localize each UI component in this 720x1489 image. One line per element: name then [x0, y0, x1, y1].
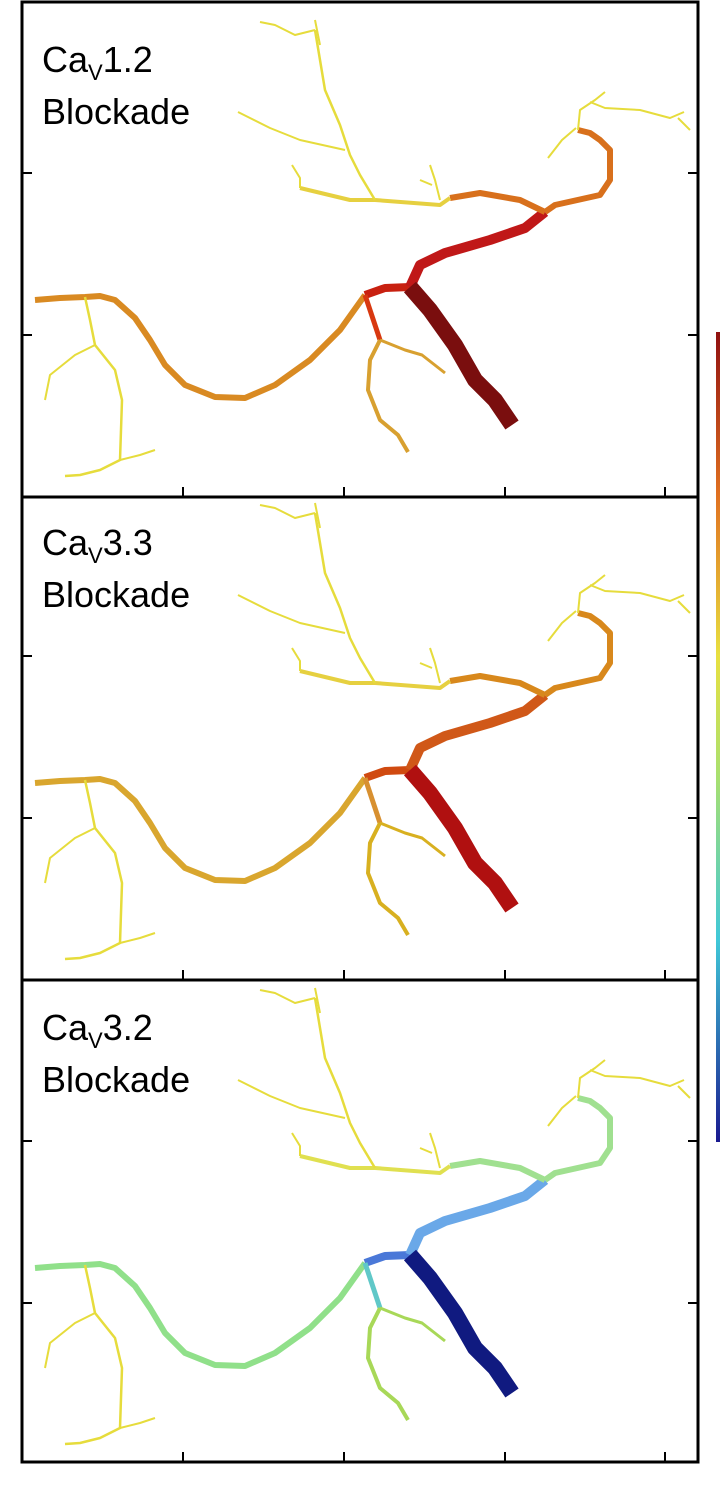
vessel-segment — [44, 344, 96, 401]
panel: CaV3.2 Blockade — [20, 978, 700, 1464]
vessel-segment — [34, 1261, 368, 1369]
vessel-segment — [299, 186, 452, 207]
vessel-segment — [449, 1158, 547, 1183]
vessel-segment — [405, 208, 549, 290]
vessel-segment — [366, 1307, 410, 1422]
vessel-segment — [366, 822, 410, 937]
vessel-segment — [119, 932, 156, 944]
panel-label: CaV3.3 — [42, 522, 153, 568]
vessel-segment — [237, 594, 346, 634]
vessel-tree — [34, 987, 691, 1446]
label-number: 3.2 — [103, 1007, 153, 1048]
vessel-segment — [589, 1069, 685, 1087]
vessel-segment — [291, 164, 301, 188]
vessel-segment — [379, 1306, 446, 1343]
vessel-segment — [363, 1251, 411, 1267]
vessel-segment — [259, 989, 316, 1004]
vessel-segment — [313, 29, 377, 201]
vessel-segment — [34, 776, 368, 884]
label-subscript: V — [88, 543, 103, 568]
vessel-segment — [291, 647, 301, 671]
vessel-segment — [429, 164, 441, 201]
vessel-segment — [379, 338, 446, 375]
label-number: 3.3 — [103, 522, 153, 563]
vessel-segment — [314, 987, 321, 1014]
vessel-segment — [449, 190, 547, 215]
vessel-segment — [547, 127, 577, 159]
vessel-segment — [363, 766, 411, 782]
vessel-segment — [34, 293, 368, 401]
vessel-segment — [547, 610, 577, 642]
vessel-segment — [259, 504, 316, 519]
vessel-segment — [419, 179, 433, 186]
label-number: 1.2 — [103, 39, 153, 80]
vessel-segment — [44, 1312, 96, 1369]
vessel-segment — [589, 584, 685, 602]
vessel-segment — [405, 691, 549, 773]
vessel-segment — [419, 1147, 433, 1154]
label-base: Ca — [42, 1007, 89, 1048]
panel-label: CaV3.2 — [42, 1007, 153, 1053]
vessel-segment — [379, 821, 446, 858]
vessel-segment — [419, 662, 433, 669]
panel-frame — [20, 978, 700, 1464]
vessel-segment — [543, 127, 613, 215]
label-base: Ca — [42, 522, 89, 563]
vessel-segment — [449, 673, 547, 698]
vessel-segment — [543, 610, 613, 698]
vessel-segment — [429, 647, 441, 684]
vessel-segment — [259, 21, 316, 36]
vessel-segment — [577, 574, 606, 614]
panel-label-line2: Blockade — [42, 1059, 190, 1100]
vessel-segment — [291, 1132, 301, 1156]
colorbar — [716, 332, 720, 1142]
vessel-segment — [362, 294, 383, 341]
panel-label: CaV1.2 — [42, 39, 153, 85]
vessel-segment — [403, 1249, 519, 1398]
vessel-segment — [577, 1059, 606, 1099]
vessel-segment — [429, 1132, 441, 1169]
vessel-segment — [64, 779, 124, 961]
label-base: Ca — [42, 39, 89, 80]
vessel-segment — [313, 512, 377, 684]
vessel-segment — [64, 296, 124, 478]
vessel-segment — [64, 1264, 124, 1446]
label-subscript: V — [88, 1028, 103, 1053]
vessel-segment — [543, 1095, 613, 1183]
vessel-segment — [547, 1095, 577, 1127]
panel-frame — [20, 495, 700, 982]
vessel-segment — [237, 111, 346, 151]
vessel-segment — [237, 1079, 346, 1119]
vessel-segment — [589, 101, 685, 119]
panels: CaV1.2BlockadeCaV3.3BlockadeCaV3.2Blocka… — [20, 0, 700, 1464]
panel-label-line2: Blockade — [42, 574, 190, 615]
vessel-segment — [44, 827, 96, 884]
vessel-segment — [299, 669, 452, 690]
vessel-segment — [677, 117, 691, 131]
vessel-segment — [403, 764, 519, 913]
panel-label-line2: Blockade — [42, 91, 190, 132]
vessel-segment — [119, 449, 156, 461]
vessel-segment — [362, 777, 383, 824]
vessel-segment — [363, 283, 411, 299]
vessel-segment — [119, 1417, 156, 1429]
vessel-tree — [34, 502, 691, 961]
vessel-segment — [577, 91, 606, 131]
panel: CaV1.2 Blockade — [20, 0, 700, 499]
vessel-segment — [362, 1262, 383, 1309]
label-subscript: V — [88, 60, 103, 85]
vessel-tree — [34, 19, 691, 478]
vessel-segment — [677, 1085, 691, 1099]
vessel-segment — [299, 1154, 452, 1175]
vessel-segment — [366, 339, 410, 454]
vessel-segment — [677, 600, 691, 614]
vessel-segment — [314, 502, 321, 529]
panel: CaV3.3 Blockade — [20, 495, 700, 982]
vessel-segment — [313, 997, 377, 1169]
vessel-segment — [403, 281, 519, 430]
vessel-segment — [405, 1176, 549, 1258]
vessel-segment — [314, 19, 321, 46]
